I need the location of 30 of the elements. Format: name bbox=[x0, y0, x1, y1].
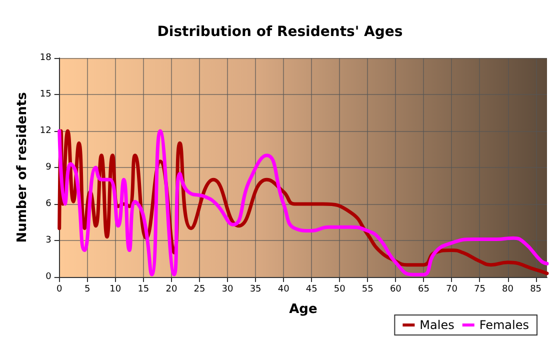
y-axis-title: Number of residents bbox=[15, 92, 30, 243]
y-tick-label: 0 bbox=[46, 272, 52, 282]
x-tick-label: 20 bbox=[166, 284, 178, 294]
x-tick-label: 75 bbox=[474, 284, 486, 294]
x-tick-label: 85 bbox=[530, 284, 542, 294]
x-tick-label: 5 bbox=[84, 284, 90, 294]
x-tick-label: 10 bbox=[110, 284, 122, 294]
y-tick-label: 3 bbox=[46, 236, 52, 246]
x-tick-label: 60 bbox=[390, 284, 402, 294]
x-tick-label: 80 bbox=[502, 284, 514, 294]
x-tick-label: 25 bbox=[194, 284, 206, 294]
x-tick-label: 50 bbox=[334, 284, 346, 294]
x-tick-label: 45 bbox=[306, 284, 318, 294]
y-tick-label: 9 bbox=[46, 162, 52, 172]
x-tick-label: 30 bbox=[222, 284, 234, 294]
x-tick-label: 40 bbox=[278, 284, 290, 294]
x-tick-label: 0 bbox=[56, 284, 62, 294]
legend-label: Females bbox=[479, 318, 529, 332]
chart-title: Distribution of Residents' Ages bbox=[157, 24, 403, 40]
y-tick-label: 18 bbox=[40, 53, 52, 63]
x-tick-label: 55 bbox=[362, 284, 374, 294]
x-tick-label: 65 bbox=[418, 284, 430, 294]
y-tick-label: 6 bbox=[46, 199, 52, 209]
y-tick-label: 12 bbox=[40, 126, 52, 136]
y-tick-label: 15 bbox=[40, 90, 52, 100]
x-tick-label: 70 bbox=[446, 284, 458, 294]
legend-label: Males bbox=[420, 318, 454, 332]
x-axis-title: Age bbox=[289, 302, 318, 317]
x-tick-label: 15 bbox=[138, 284, 150, 294]
x-tick-label: 35 bbox=[250, 284, 262, 294]
